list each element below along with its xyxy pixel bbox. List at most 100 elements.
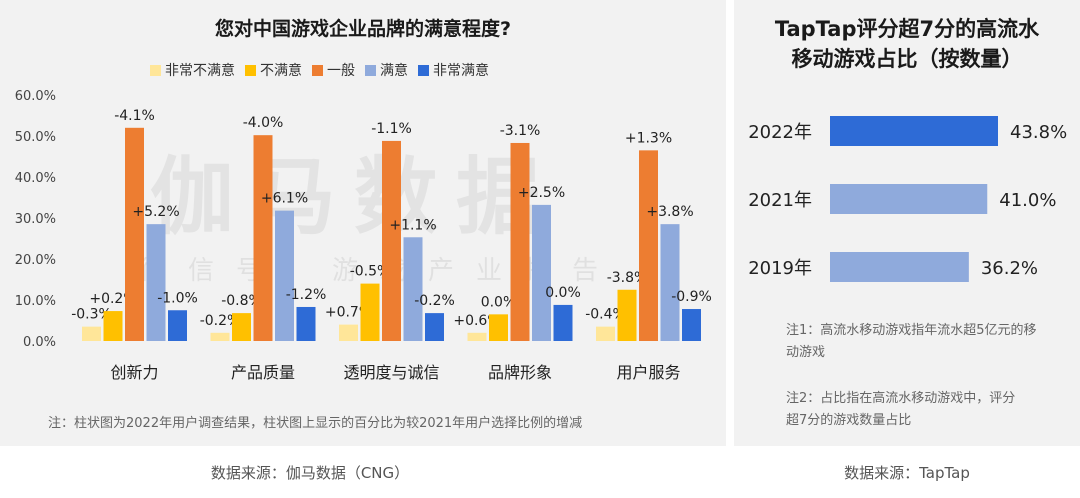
legend-label: 非常不满意 [165, 63, 235, 79]
bar-data-label: -0.4% [585, 307, 626, 323]
bar [253, 135, 273, 341]
taptap-share-chart: 2022年 43.8% 2021年 41.0% 2019年 36.2% [748, 116, 1067, 282]
horizontal-bar [830, 184, 988, 214]
satisfaction-bar-chart: 0.0%10.0%20.0%30.0%40.0%50.0%60.0%-0.3%+… [15, 89, 712, 382]
horizontal-bar [830, 252, 969, 282]
legend-item: 不满意 [245, 60, 302, 80]
bar-data-label: +0.7% [325, 305, 372, 321]
horizontal-bar [830, 116, 998, 146]
bar-data-label: -1.2% [286, 287, 327, 303]
bar [660, 224, 680, 341]
bar-data-label: -1.1% [371, 121, 412, 137]
bar [596, 326, 615, 341]
bar-data-label: -1.0% [157, 290, 198, 306]
bar [360, 283, 380, 341]
right-note-2: 注2：占比指在高流水移动游戏中，评分超7分的游戏数量占比 [786, 391, 1016, 428]
bar-data-label: 0.0% [545, 285, 581, 301]
value-label: 43.8% [1010, 122, 1067, 143]
bar-data-label: -4.0% [243, 115, 284, 131]
bar [682, 309, 701, 341]
bar-data-label: +0.2% [89, 291, 136, 307]
y-tick-label: 60.0% [15, 89, 56, 104]
y-tick-label: 40.0% [15, 171, 56, 186]
category-label: 透明度与诚信 [343, 363, 439, 382]
legend-swatch [245, 64, 256, 76]
category-label: 创新力 [110, 363, 158, 382]
bar-data-label: +6.1% [261, 191, 308, 207]
right-note-1: 注1：高流水移动游戏指年流水超5亿元的移动游戏 [786, 323, 1037, 360]
bar [168, 310, 187, 341]
bar [275, 210, 294, 341]
right-title-line1: TapTap评分超7分的高流水 [774, 17, 1040, 41]
legend-item: 满意 [365, 60, 408, 80]
bar-data-label: -0.5% [350, 264, 391, 280]
y-tick-label: 20.0% [15, 253, 56, 268]
legend-swatch [365, 64, 376, 76]
bar-data-label: +2.5% [518, 185, 565, 201]
bar [403, 237, 423, 341]
bar [510, 142, 530, 341]
bar-data-label: +1.3% [625, 130, 672, 146]
left-chart-title: 您对中国游戏企业品牌的满意程度? [214, 18, 512, 40]
right-chart-panel: TapTap评分超7分的高流水 移动游戏占比（按数量） 2022年 43.8% 20… [734, 0, 1080, 446]
legend-item: 非常不满意 [150, 60, 235, 80]
right-title-line2: 移动游戏占比（按数量） [791, 47, 1023, 71]
legend-item: 一般 [312, 60, 355, 80]
category-label: 品牌形象 [488, 363, 552, 382]
bar-data-label: -0.8% [221, 293, 262, 309]
category-label: 用户服务 [616, 363, 680, 382]
category-label: 产品质量 [231, 363, 295, 382]
legend-label: 一般 [327, 63, 355, 79]
bar [82, 326, 101, 341]
legend-label: 满意 [380, 63, 408, 79]
bar-data-label: -0.2% [200, 313, 241, 329]
year-label: 2019年 [748, 258, 812, 279]
bar [382, 140, 401, 341]
legend-label: 非常满意 [433, 63, 489, 79]
y-tick-label: 10.0% [15, 294, 56, 309]
bar [425, 313, 444, 341]
bar [467, 332, 487, 341]
bar-data-label: 0.0% [481, 294, 517, 310]
bar [296, 306, 316, 341]
y-tick-label: 50.0% [15, 130, 56, 145]
bar [232, 313, 251, 341]
legend-swatch [150, 64, 161, 76]
bar [553, 304, 573, 341]
year-label: 2021年 [748, 190, 812, 211]
legend-label: 不满意 [260, 63, 302, 79]
bar [489, 314, 508, 341]
bar [210, 332, 230, 341]
watermark: 伽马数据 [150, 148, 559, 246]
left-chart-panel: 您对中国游戏企业品牌的满意程度? 伽马数据 微信号：游戏产业报告 非常不满意 不满… [0, 0, 726, 446]
bar [339, 324, 358, 341]
bar-data-label: +5.2% [132, 204, 179, 220]
chart-legend: 非常不满意 不满意 一般 满意 非常满意 [150, 60, 489, 80]
legend-item: 非常满意 [418, 60, 489, 80]
bar [617, 289, 637, 341]
value-label: 41.0% [999, 190, 1056, 211]
bar [103, 311, 123, 341]
bar-data-label: -3.1% [500, 123, 541, 139]
right-source: 数据来源：TapTap [844, 464, 970, 482]
bar-data-label: +3.8% [646, 204, 693, 220]
year-label: 2022年 [748, 122, 812, 143]
bar [146, 224, 166, 341]
bar [639, 150, 658, 341]
bar-data-label: -4.1% [114, 108, 155, 124]
bar [532, 204, 551, 341]
bar-data-label: -0.3% [71, 307, 112, 323]
legend-swatch [312, 64, 323, 76]
left-chart-note: 注：柱状图为2022年用户调查结果，柱状图上显示的百分比为较2021年用户选择比… [48, 416, 583, 431]
bar [125, 127, 144, 341]
bar-data-label: -0.9% [671, 289, 712, 305]
y-tick-label: 0.0% [23, 335, 56, 350]
bar-data-label: +0.6% [453, 313, 500, 329]
bar-data-label: -0.2% [414, 293, 455, 309]
right-chart-title: TapTap评分超7分的高流水 移动游戏占比（按数量） [734, 14, 1080, 74]
legend-swatch [418, 64, 429, 76]
value-label: 36.2% [981, 258, 1038, 279]
bar-data-label: -3.8% [607, 270, 648, 286]
y-tick-label: 30.0% [15, 212, 56, 227]
left-source: 数据来源：伽马数据（CNG） [210, 464, 410, 482]
